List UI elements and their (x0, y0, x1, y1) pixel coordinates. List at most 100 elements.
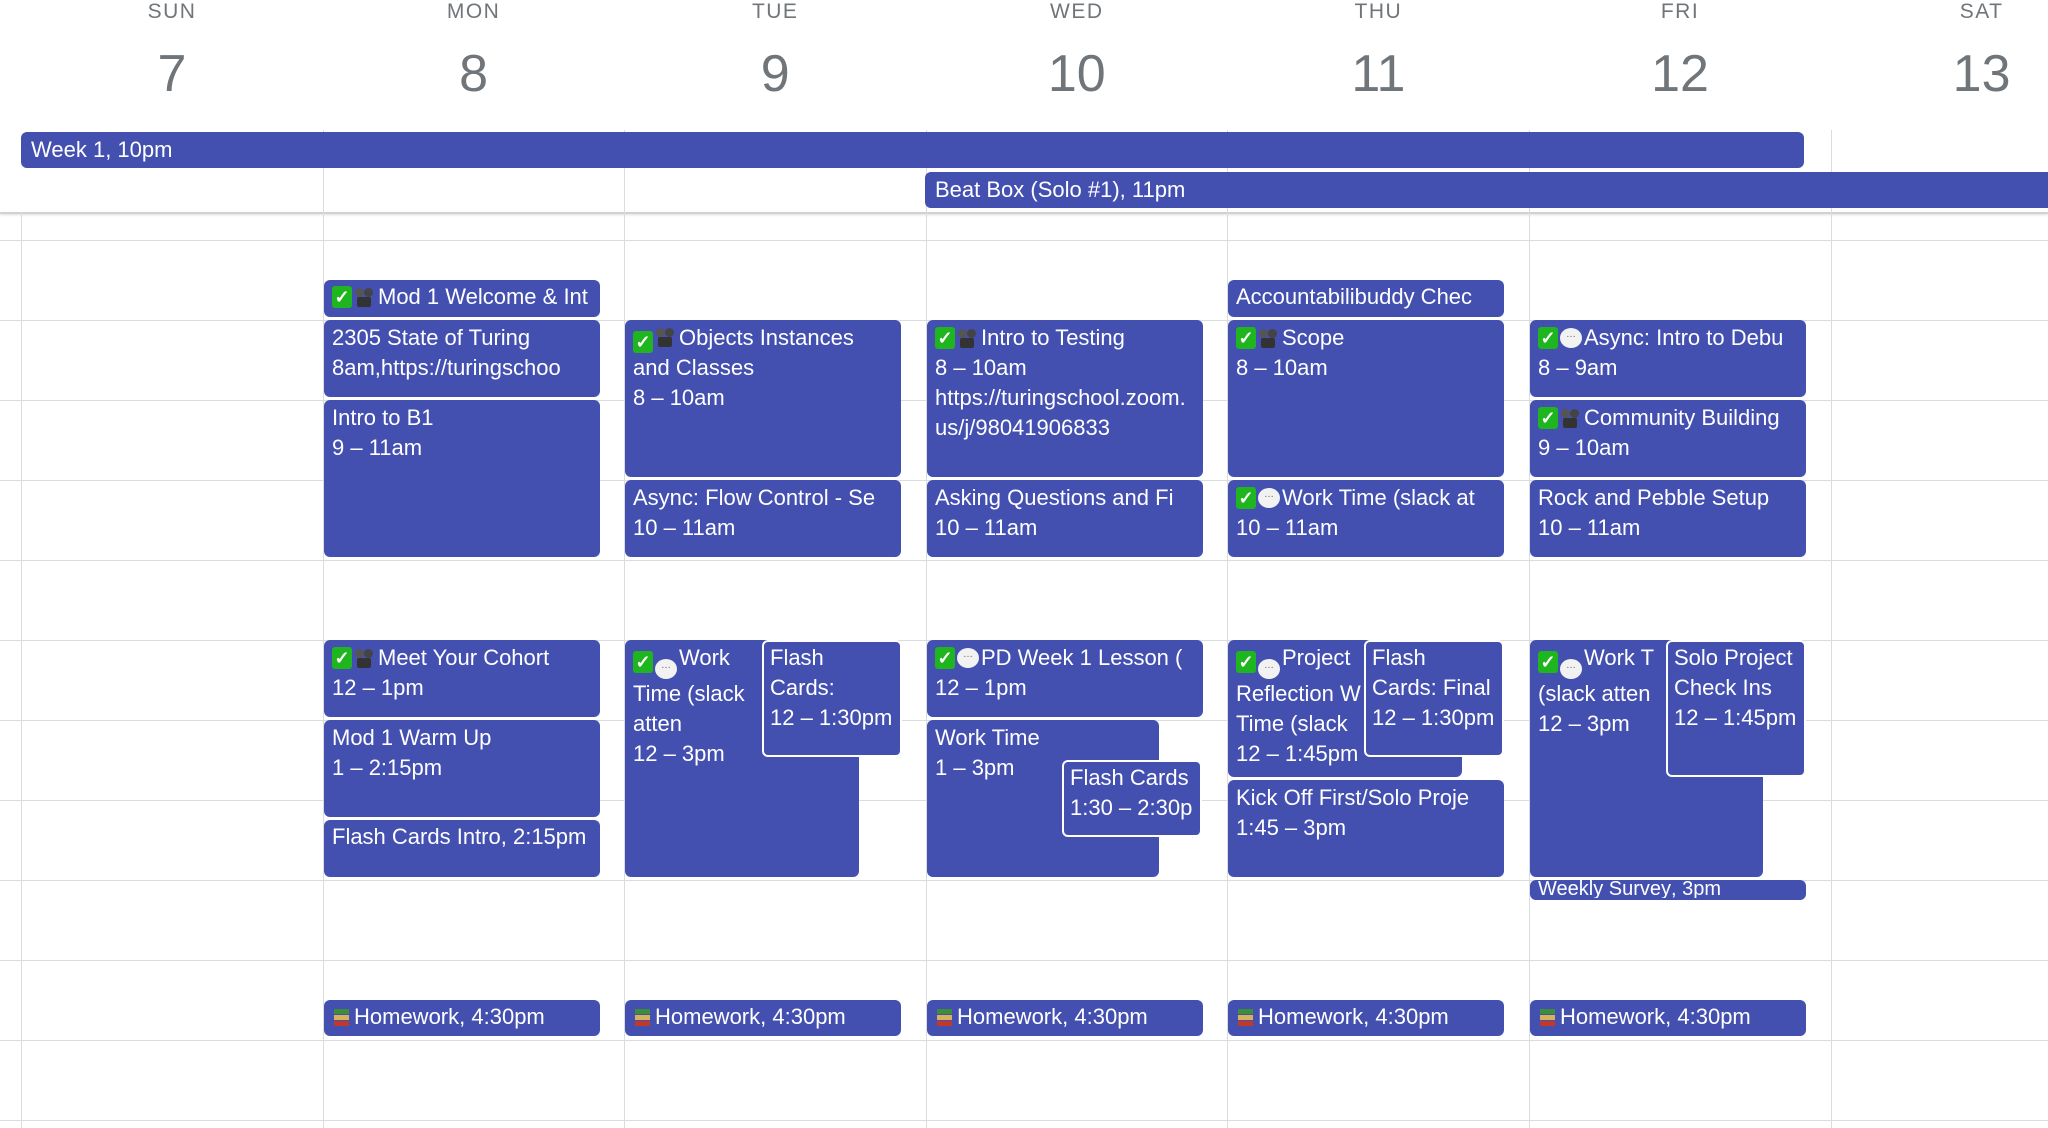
event-title: Flash Cards: Final (1372, 645, 1491, 700)
calendar-event[interactable]: 2305 State of Turing 8am, https://turings… (324, 320, 600, 397)
event-title: Beat Box (Solo #1) (935, 177, 1120, 202)
calendar-event[interactable]: Asking Questions and Fi 10 – 11am (927, 480, 1203, 557)
event-title-line: ✓… Work Time (slack atten (633, 643, 759, 739)
calendar-event[interactable]: Kick Off First/Solo Proje 1:45 – 3pm (1228, 780, 1504, 877)
event-location[interactable]: https://turingschoo (380, 355, 561, 380)
calendar-event[interactable]: ✓ Objects Instances and Classes 8 – 10am (625, 320, 901, 477)
calendar-event[interactable]: Homework4:30pm (1530, 1000, 1806, 1036)
calendar-event[interactable]: ✓ Community Building 9 – 10am (1530, 400, 1806, 477)
event-time: 12 – 1:30pm (770, 705, 893, 730)
calendar-event[interactable]: Mod 1 Warm Up 1 – 2:15pm (324, 720, 600, 817)
day-number[interactable]: 12 (1651, 45, 1709, 103)
event-title-line: ✓… Work Time (slack at (1236, 483, 1496, 513)
day-number[interactable]: 13 (1952, 45, 2011, 103)
event-title: Asking Questions and Fi (935, 485, 1174, 510)
calendar-event[interactable]: ✓… Async: Intro to Debu 8 – 9am (1530, 320, 1806, 397)
calendar-event[interactable]: Homework4:30pm (324, 1000, 600, 1036)
event-title-line: ✓ Community Building (1538, 403, 1798, 433)
camera-icon (957, 327, 979, 349)
event-time: 12 – 3pm (1538, 711, 1630, 736)
calendar-event[interactable]: Solo Project Check Ins 12 – 1:45pm (1666, 640, 1806, 777)
calendar-event[interactable]: ✓… PD Week 1 Lesson (12 – 1pm (927, 640, 1203, 717)
day-number[interactable]: 9 (760, 45, 790, 103)
day-number[interactable]: 8 (459, 45, 489, 103)
event-title: Work T (slack atten (1538, 645, 1654, 706)
event-title: Scope (1282, 325, 1345, 350)
check-icon: ✓ (1538, 327, 1558, 349)
calendar-event[interactable]: Intro to B1 9 – 11am (324, 400, 600, 557)
calendar-event[interactable]: Work Time 1 – 3pm (927, 720, 1159, 877)
event-title: Work Time (935, 725, 1040, 750)
day-number[interactable]: 10 (1047, 45, 1106, 103)
check-icon: ✓ (633, 331, 653, 353)
event-time: 4:30pm (459, 1002, 544, 1032)
calendar-event[interactable]: Flash Cards Intro2:15pm (324, 820, 600, 877)
event-title: Kick Off First/Solo Proje (1236, 785, 1470, 810)
event-title-line: 2305 State of Turing (332, 323, 592, 353)
event-time: 8 – 10am (633, 385, 725, 410)
calendar-event[interactable]: ✓… Work Time (slack at 10 – 11am (1228, 480, 1504, 557)
day-name: THU (1354, 0, 1403, 23)
calendar-event[interactable]: Async: Flow Control - Se 10 – 11am (625, 480, 901, 557)
event-title: Flash Cards Intro (332, 824, 501, 849)
event-time: 4:30pm (1062, 1002, 1147, 1032)
calendar-event[interactable]: Flash Cards: 12 – 1:30pm (762, 640, 902, 757)
calendar-event[interactable]: Homework4:30pm (625, 1000, 901, 1036)
calendar-event[interactable]: Flash Cards 1:30 – 2:30p (1062, 760, 1202, 837)
event-time: 11pm (1131, 177, 1186, 202)
check-icon: ✓ (1538, 651, 1558, 673)
event-title: Homework (354, 1004, 460, 1029)
allday-event[interactable]: Beat Box (Solo #1), 11pm (925, 172, 2048, 208)
calendar-event[interactable]: ✓ Mod 1 Welcome & Int (324, 280, 600, 317)
day-column-divider (1529, 130, 1530, 1128)
event-title: Flash Cards: (770, 645, 835, 700)
event-time: 10 – 11am (633, 515, 736, 540)
event-title: Work Time (slack at (1282, 485, 1475, 510)
event-title-line: Intro to B1 (332, 403, 592, 433)
speech-bubble-icon: … (1258, 659, 1280, 679)
day-column-divider (323, 130, 324, 1128)
event-time: 12 – 3pm (633, 741, 725, 766)
event-title-line: Homework4:30pm (1538, 1002, 1798, 1032)
calendar-event[interactable]: Flash Cards: Final 12 – 1:30pm (1364, 640, 1504, 757)
event-title: Mod 1 Welcome & Int (378, 284, 588, 309)
day-number[interactable]: 7 (157, 45, 187, 103)
calendar-event[interactable]: Homework4:30pm (927, 1000, 1203, 1036)
calendar-event[interactable]: ✓ Intro to Testing 8 – 10am https://turings… (927, 320, 1203, 477)
calendar-event[interactable]: Accountabilibuddy Chec (1228, 280, 1504, 317)
calendar-event[interactable]: Homework4:30pm (1228, 1000, 1504, 1036)
event-title: Async: Intro to Debu (1584, 325, 1784, 350)
allday-event[interactable]: Week 1, 10pm (21, 132, 1804, 168)
event-title: Week 1 (31, 137, 106, 162)
calendar-event[interactable]: Weekly Survey3pm (1530, 880, 1806, 900)
event-title: Objects Instances and Classes (633, 325, 854, 380)
event-title: PD Week 1 Lesson ( (981, 645, 1183, 670)
speech-bubble-icon: … (1560, 328, 1582, 348)
event-title: Meet Your Cohort (378, 645, 550, 670)
calendar-event[interactable]: Rock and Pebble Setup 10 – 11am (1530, 480, 1806, 557)
event-title-line: Flash Cards: (770, 643, 894, 703)
day-name: SAT (1959, 0, 2004, 23)
check-icon: ✓ (1236, 487, 1256, 509)
event-location[interactable]: https://turingschool.zoom.us/j/980419068… (935, 385, 1186, 440)
calendar-event[interactable]: ✓ Scope 8 – 10am (1228, 320, 1504, 477)
speech-bubble-icon: … (1560, 659, 1582, 679)
event-time: 2:15pm (501, 822, 586, 852)
event-time: 10pm (117, 137, 173, 162)
day-number[interactable]: 11 (1351, 45, 1406, 103)
check-icon: ✓ (633, 651, 653, 673)
check-icon: ✓ (1538, 407, 1558, 429)
event-time: 8 – 10am (1236, 355, 1328, 380)
event-time: 4:30pm (760, 1002, 845, 1032)
event-title: Mod 1 Warm Up (332, 725, 492, 750)
event-title: Homework (1258, 1004, 1364, 1029)
event-title: Work Time (slack atten (633, 645, 745, 736)
event-title: Intro to Testing (981, 325, 1125, 350)
calendar-event[interactable]: ✓ Meet Your Cohort 12 – 1pm (324, 640, 600, 717)
speech-bubble-icon: … (655, 659, 677, 679)
day-name: SUN (147, 0, 197, 23)
camera-icon (655, 326, 677, 348)
event-title-line: Work Time (935, 723, 1059, 753)
event-time: 1:30 – 2:30p (1070, 795, 1193, 820)
event-title-line: Kick Off First/Solo Proje (1236, 783, 1496, 813)
